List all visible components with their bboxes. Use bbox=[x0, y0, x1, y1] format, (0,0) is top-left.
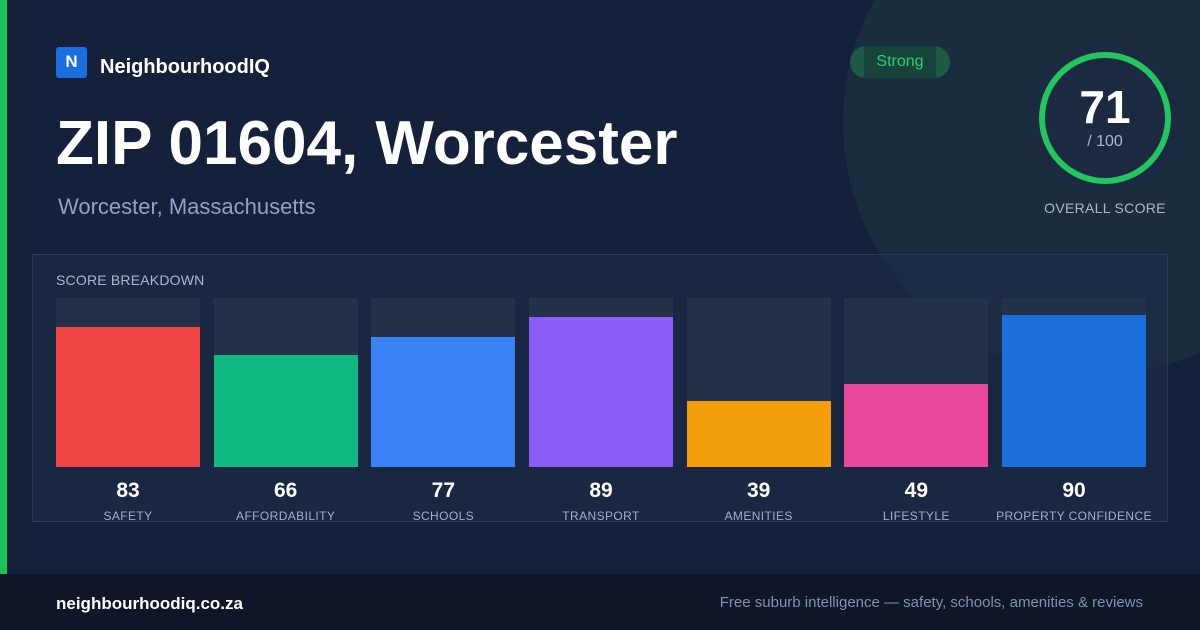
bar-fill-property-confidence bbox=[1002, 315, 1147, 467]
overall-score-label: OVERALL SCORE bbox=[1044, 200, 1166, 216]
overall-score-ring: 71 / 100 bbox=[1030, 43, 1180, 193]
footer: neighbourhoodiq.co.za Free suburb intell… bbox=[0, 574, 1200, 630]
bar-fill-amenities bbox=[686, 401, 831, 467]
bar-label: AFFORDABILITY bbox=[236, 509, 336, 523]
score-breakdown-panel: SCORE BREAKDOWN 83 SAFETY 66 AFFORDABILITY 7… bbox=[32, 254, 1168, 523]
score-bar-schools: 77 SCHOOLS bbox=[371, 298, 516, 523]
bar-value: 90 bbox=[1062, 479, 1086, 502]
bar-track bbox=[686, 298, 831, 467]
bar-label: AMENITIES bbox=[724, 509, 793, 523]
bar-value: 77 bbox=[431, 479, 455, 502]
score-ring-backdrop bbox=[1030, 43, 1180, 193]
bar-track bbox=[844, 298, 989, 467]
bar-fill-schools bbox=[371, 337, 516, 467]
overall-score-value: 71 bbox=[1079, 81, 1131, 133]
overall-score-max: / 100 bbox=[1087, 133, 1123, 150]
page-title: ZIP 01604, Worcester bbox=[56, 109, 678, 178]
bar-label: TRANSPORT bbox=[562, 509, 640, 523]
bar-label: LIFESTYLE bbox=[882, 509, 950, 523]
brand-name: NeighbourhoodIQ bbox=[100, 55, 270, 78]
bar-fill-affordability bbox=[213, 355, 358, 467]
score-bar-affordability: 66 AFFORDABILITY bbox=[213, 298, 358, 523]
bar-fill-safety bbox=[56, 327, 200, 467]
bar-label: SCHOOLS bbox=[412, 509, 475, 523]
score-bar-property-confidence: 90 PROPERTY CONFIDENCE bbox=[996, 298, 1152, 523]
status-badge-label: Strong bbox=[876, 53, 924, 70]
bar-track bbox=[1002, 298, 1147, 467]
score-ring-progress bbox=[1039, 52, 1171, 184]
bar-value: 83 bbox=[116, 479, 140, 502]
brand[interactable]: N NeighbourhoodIQ bbox=[56, 46, 270, 78]
breakdown-bars: 83 SAFETY 66 AFFORDABILITY 77 SCHOOLS 89 TRANSP… bbox=[56, 298, 1152, 523]
brand-logo-icon: N bbox=[56, 46, 87, 78]
bar-fill-transport bbox=[529, 317, 673, 467]
bar-label: PROPERTY CONFIDENCE bbox=[996, 509, 1152, 523]
bar-track bbox=[371, 298, 516, 467]
bar-value: 89 bbox=[589, 479, 613, 502]
score-bar-transport: 89 TRANSPORT bbox=[529, 298, 673, 523]
location-subtitle: Worcester, Massachusetts bbox=[58, 194, 316, 219]
bar-track bbox=[56, 298, 200, 467]
footer-tagline: Free suburb intelligence — safety, schoo… bbox=[719, 594, 1143, 611]
status-badge: Strong bbox=[850, 46, 950, 78]
score-bar-amenities: 39 AMENITIES bbox=[686, 298, 831, 523]
score-bar-safety: 83 SAFETY bbox=[56, 298, 200, 523]
bar-value: 66 bbox=[273, 479, 298, 502]
bar-fill-lifestyle bbox=[844, 384, 989, 467]
bar-value: 49 bbox=[904, 479, 929, 502]
bar-value: 39 bbox=[746, 479, 771, 502]
breakdown-title: SCORE BREAKDOWN bbox=[56, 272, 205, 288]
accent-bar bbox=[0, 0, 7, 574]
bar-track bbox=[529, 298, 673, 467]
score-bar-lifestyle: 49 LIFESTYLE bbox=[844, 298, 989, 523]
footer-url-link[interactable]: neighbourhoodiq.co.za bbox=[56, 594, 243, 613]
bar-track bbox=[213, 298, 358, 467]
share-card: N NeighbourhoodIQ ZIP 01604, Worcester W… bbox=[0, 0, 1200, 574]
score-ring-graphic bbox=[1030, 43, 1180, 193]
bar-label: SAFETY bbox=[103, 509, 153, 523]
